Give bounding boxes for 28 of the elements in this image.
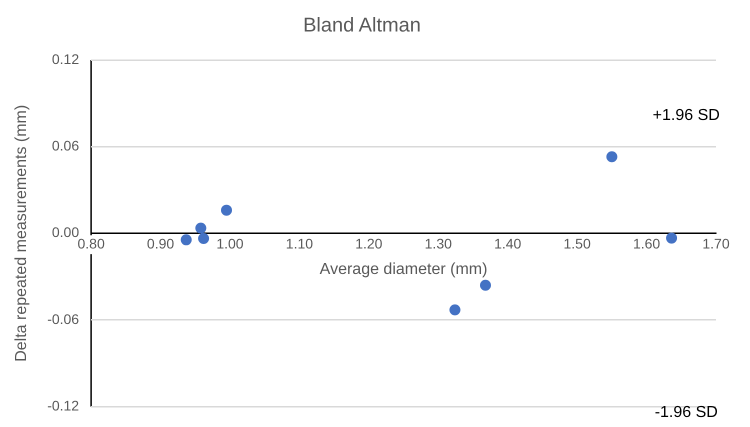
x-tick-label: 0.90	[146, 236, 174, 252]
y-tick-label: 0.06	[52, 138, 80, 154]
x-axis-title: Average diameter (mm)	[320, 261, 488, 278]
x-tick-label: 1.10	[286, 236, 314, 252]
point	[195, 222, 206, 234]
point	[480, 280, 491, 291]
point	[666, 232, 678, 244]
y-tick-label: -0.06	[47, 310, 80, 327]
x-tick-label: 1.50	[564, 236, 591, 252]
point	[180, 234, 192, 246]
x-tick-label: 1.00	[216, 236, 244, 252]
y-tick-label: 0.12	[52, 50, 80, 67]
chart-title: Bland Altman	[303, 14, 421, 37]
annotation: -1.96 SD	[654, 404, 718, 421]
y-axis-title: Delta repeated measurements (mm)	[13, 104, 30, 362]
x-tick-label: 1.40	[494, 236, 522, 252]
x-tick-label: 1.30	[424, 236, 452, 252]
point	[221, 204, 232, 216]
y-tick-label: 0.00	[52, 224, 80, 240]
y-tick-label: -0.12	[47, 397, 80, 414]
x-tick-label: 1.60	[632, 236, 660, 252]
annotation: +1.96 SD	[652, 107, 720, 124]
x-tick-label: 0.80	[77, 236, 105, 252]
x-tick-label: 1.20	[355, 236, 383, 252]
x-tick-label: 1.70	[702, 236, 730, 252]
point	[606, 151, 618, 162]
point	[449, 304, 460, 316]
point	[198, 233, 210, 244]
